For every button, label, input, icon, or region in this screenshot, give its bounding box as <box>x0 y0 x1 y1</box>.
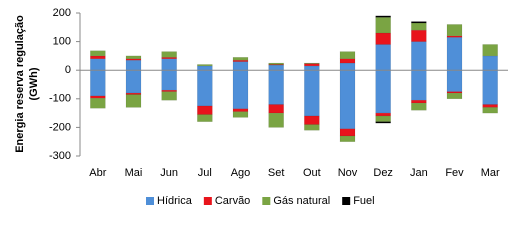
bar-segment <box>446 24 463 37</box>
bar-segment <box>197 114 213 122</box>
bar-segment <box>339 128 356 137</box>
x-tick-label: Set <box>268 167 285 179</box>
y-tick-label: 100 <box>53 36 71 48</box>
bar-segment <box>339 62 356 71</box>
x-tick-label: Mar <box>481 167 500 179</box>
y-axis-title: Energia reserva regulação (GWh) <box>14 15 40 153</box>
bar-segment <box>268 104 284 114</box>
bar-segment <box>411 21 427 24</box>
bar-segment <box>197 105 213 115</box>
bar-segment <box>375 112 391 117</box>
legend-label: Carvão <box>215 195 250 207</box>
legend-label: Hídrica <box>157 195 193 207</box>
bar-segment <box>446 69 463 92</box>
bar-segment <box>197 69 213 107</box>
x-tick-label: Mai <box>125 167 143 179</box>
legend-label: Gás natural <box>273 195 330 207</box>
bar-segment <box>482 55 498 71</box>
bar-segment <box>161 69 177 91</box>
y-tick-label: -200 <box>49 121 71 133</box>
bar-segment <box>411 41 427 71</box>
x-tick-label: Nov <box>338 167 358 179</box>
bar-segment <box>232 111 249 118</box>
bar-segment <box>339 58 356 64</box>
bar-segment <box>268 69 284 105</box>
bar-segment <box>90 95 106 99</box>
bar-segment <box>304 115 320 125</box>
bar-segment <box>446 92 463 100</box>
bar-segment <box>482 107 498 114</box>
bar-segment <box>90 58 106 71</box>
legend-swatch <box>146 197 154 205</box>
bar-segment <box>375 115 391 122</box>
bar-segment <box>161 91 177 101</box>
legend-label: Fuel <box>353 195 374 207</box>
bar-segment <box>375 15 391 18</box>
y-axis-title-line: (GWh) <box>28 67 40 100</box>
bar-segment <box>268 64 284 71</box>
bar-segment <box>446 37 463 71</box>
legend-swatch <box>203 197 212 205</box>
bar-segment <box>411 99 427 104</box>
y-tick-label: -100 <box>49 93 71 105</box>
bar-segment <box>232 57 249 61</box>
bar-segment <box>268 112 284 128</box>
bar-segment <box>304 63 320 67</box>
bar-segment <box>304 62 320 64</box>
bar-segment <box>90 97 106 109</box>
x-tick-label: Ago <box>231 167 251 179</box>
bar-segment <box>232 69 249 110</box>
bar-segment <box>411 102 427 111</box>
bar-segment <box>482 69 498 105</box>
bar-segment <box>125 55 142 60</box>
bar-segment <box>375 44 391 71</box>
bar-segment <box>268 64 284 66</box>
x-tick-label: Out <box>303 167 321 179</box>
x-tick-label: Jun <box>160 167 178 179</box>
x-tick-label: Jul <box>198 167 212 179</box>
bar-segment <box>90 55 106 60</box>
x-tick-label: Dez <box>373 167 393 179</box>
bar-segment <box>339 51 356 60</box>
bar-segment <box>411 22 427 31</box>
bar-segment <box>125 94 142 108</box>
bar-segment <box>304 124 320 131</box>
bar-segment <box>339 69 356 130</box>
bar-segment <box>304 65 320 71</box>
y-axis-title-line: Energia reserva regulação <box>14 15 26 153</box>
bar-segment <box>304 69 320 117</box>
bar-segment <box>125 59 142 71</box>
x-tick-label: Jan <box>410 167 428 179</box>
y-tick-label: 0 <box>65 64 71 76</box>
legend-swatch <box>262 197 271 205</box>
bar-segment <box>375 69 391 114</box>
bar-segment <box>482 44 498 57</box>
y-tick-label: -300 <box>49 150 71 162</box>
bar-segment <box>375 32 391 45</box>
bar-segment <box>90 50 106 57</box>
bar-segment <box>339 135 356 142</box>
bar-segment <box>268 62 284 65</box>
bar-segment <box>411 29 427 42</box>
bar-segment <box>161 51 177 58</box>
bar-segment <box>232 61 249 71</box>
chart: Energia reserva regulação (GWh) -300 -200… <box>14 7 508 207</box>
bar-segment <box>125 69 142 94</box>
bar-segment <box>90 69 106 97</box>
bar-segment <box>482 104 498 108</box>
bar-segment <box>161 58 177 71</box>
bar-segment <box>375 121 391 124</box>
bar-segment <box>232 108 249 112</box>
x-tick-label: Fev <box>445 167 464 179</box>
bar-segment <box>411 69 427 101</box>
y-tick-label: 200 <box>53 7 71 19</box>
x-tick-label: Abr <box>89 167 106 179</box>
bar-segment <box>197 64 213 67</box>
legend-swatch <box>342 197 351 205</box>
bar-segment <box>197 65 213 71</box>
bar-segment <box>375 17 391 34</box>
